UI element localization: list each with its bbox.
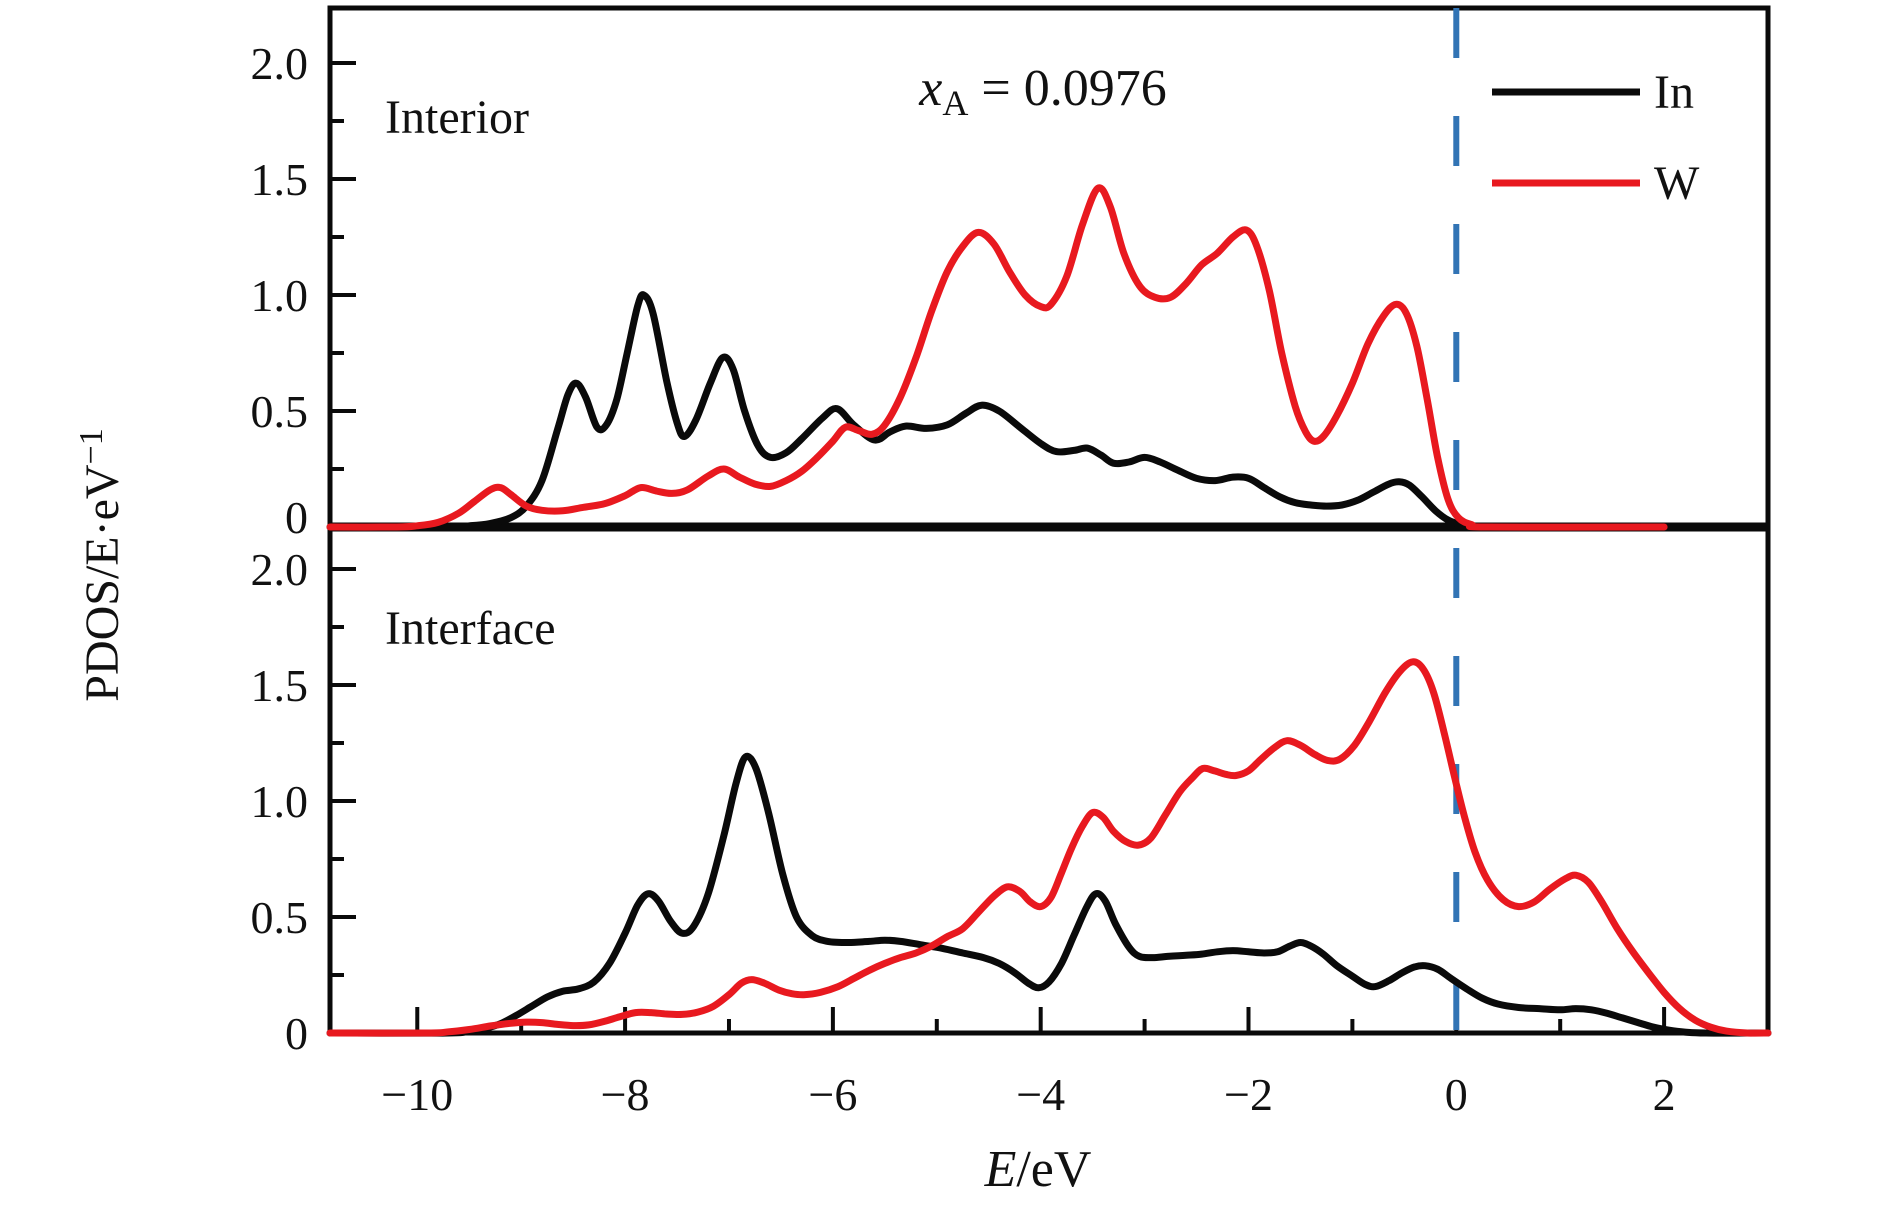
y-tick-label: 0 xyxy=(285,492,308,543)
x-tick-label: −4 xyxy=(1016,1069,1065,1120)
y-tick-label: 1.5 xyxy=(251,154,309,205)
legend-label-w: W xyxy=(1654,157,1700,210)
curve-interface-w xyxy=(326,658,1772,1037)
x-tick-label: −10 xyxy=(381,1069,453,1120)
curve-interior-w xyxy=(326,184,1668,531)
y-tick-label: 2.0 xyxy=(251,544,309,595)
y-tick-label: 0.5 xyxy=(251,892,309,943)
chart-title: xA = 0.0976 xyxy=(918,60,1166,123)
curve-interior-in xyxy=(326,291,1668,531)
x-tick-label: 2 xyxy=(1653,1069,1676,1120)
curve-interface-in xyxy=(326,752,1772,1037)
x-tick-label: −6 xyxy=(808,1069,857,1120)
y-tick-label: 1.5 xyxy=(251,660,309,711)
legend-label-in: In xyxy=(1654,66,1694,119)
y-axis-label: PDOS/E·eV−1 xyxy=(73,428,129,702)
y-tick-label: 0 xyxy=(285,1008,308,1059)
x-tick-label: −2 xyxy=(1224,1069,1273,1120)
panel-label-interface: Interface xyxy=(385,602,556,655)
x-tick-label: −8 xyxy=(601,1069,650,1120)
x-axis-label: E/eV xyxy=(984,1141,1092,1198)
y-tick-label: 2.0 xyxy=(251,38,309,89)
x-tick-label: 0 xyxy=(1445,1069,1468,1120)
y-tick-label: 0.5 xyxy=(251,386,309,437)
panel-label-interior: Interior xyxy=(385,91,529,144)
y-tick-label: 1.0 xyxy=(251,270,309,321)
y-tick-label: 1.0 xyxy=(251,776,309,827)
